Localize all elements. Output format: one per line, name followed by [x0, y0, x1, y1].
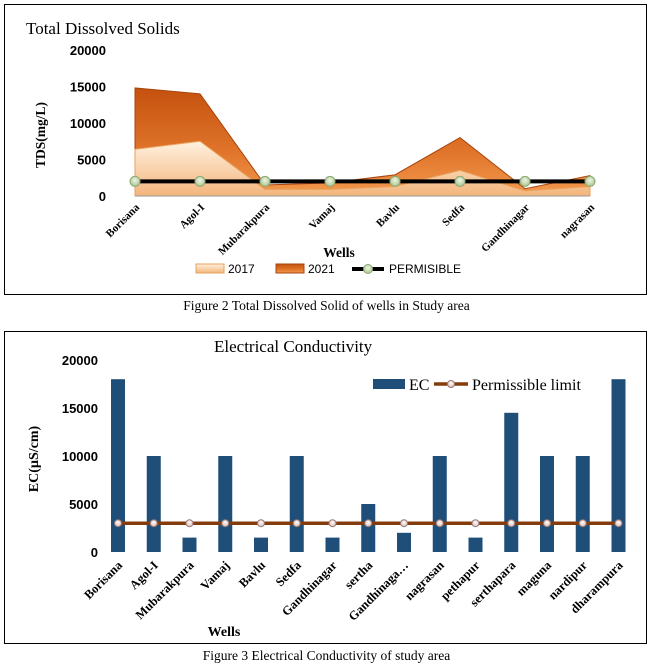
- figure-3-caption: Figure 3 Electrical Conductivity of stud…: [202, 648, 451, 663]
- ec-bar: [146, 456, 161, 552]
- tds-y-tick-label: 5000: [77, 153, 106, 168]
- ec-bar: [397, 532, 411, 552]
- legend-2021-label: 2021: [308, 262, 335, 276]
- permissible-limit-point: [400, 519, 408, 528]
- ec-bar: [361, 504, 376, 552]
- ec-bar: [468, 537, 483, 552]
- ec-x-axis-label: Wells: [208, 625, 241, 640]
- legend-2021-swatch: [275, 263, 305, 274]
- permissible-limit-point: [614, 519, 623, 528]
- ec-bar: [218, 456, 233, 552]
- ec-bar: [289, 456, 304, 552]
- ec-y-tick-label: 10000: [62, 449, 98, 464]
- ec-x-tick-label: Bavlu: [236, 558, 268, 590]
- ec-x-tick-label: sertha: [342, 558, 376, 592]
- permissible-limit-point: [435, 519, 444, 528]
- ec-y-tick-label: 20000: [62, 353, 98, 368]
- permissible-limit-point: [221, 519, 230, 528]
- legend-permissible-limit-label: Permissible limit: [472, 377, 581, 394]
- permissible-limit-point: [578, 519, 587, 528]
- permissible-point: [584, 175, 596, 187]
- tds-chart-frame: [4, 4, 647, 295]
- legend-permissible-marker: [363, 264, 373, 274]
- ec-y-tick-label: 5000: [69, 497, 98, 512]
- legend-ec-swatch: [373, 379, 405, 389]
- legend-ec-label: EC: [409, 377, 429, 394]
- permissible-limit-point: [543, 519, 551, 528]
- ec-bar: [540, 456, 554, 552]
- tds-y-axis-label: TDS(mg/L): [33, 102, 48, 168]
- ec-bar: [182, 537, 197, 552]
- permissible-point: [194, 175, 206, 187]
- ec-y-axis-label: EC(µS/cm): [27, 425, 42, 492]
- permissible-point: [519, 175, 531, 187]
- permissible-point: [129, 175, 141, 187]
- ec-x-tick-label: Vamaj: [198, 558, 233, 593]
- legend-2017-swatch: [195, 263, 225, 274]
- ec-x-tick-label: Agol-I: [127, 558, 161, 592]
- permissible-limit-point: [114, 519, 122, 528]
- permissible-limit-point: [364, 519, 373, 528]
- permissible-limit-point: [257, 519, 265, 528]
- permissible-point: [389, 175, 401, 187]
- permissible-limit-point: [507, 519, 516, 528]
- ec-chart-title: Electrical Conductivity: [214, 337, 373, 356]
- permissible-limit-point: [149, 519, 158, 528]
- tds-y-tick-label: 20000: [70, 43, 106, 58]
- ec-bar: [111, 379, 125, 552]
- tds-y-tick-label: 15000: [70, 80, 106, 95]
- tds-y-tick-label: 10000: [70, 116, 106, 131]
- ec-bar: [432, 456, 447, 552]
- permissible-point: [259, 175, 271, 187]
- permissible-limit-point: [328, 519, 337, 528]
- tds-chart-title: Total Dissolved Solids: [26, 19, 180, 38]
- figure-2-caption: Figure 2 Total Dissolved Solid of wells …: [183, 298, 470, 313]
- tds-x-axis-label: Wells: [323, 245, 355, 260]
- legend-permissible-limit-marker: [447, 380, 455, 388]
- ec-x-tick-label: Borisana: [81, 558, 125, 602]
- permissible-limit-point: [185, 519, 194, 528]
- permissible-limit-point: [292, 519, 301, 528]
- ec-bar: [575, 456, 590, 552]
- legend-permissible-label: PERMISIBLE: [389, 262, 461, 276]
- legend-2017-label: 2017: [228, 262, 255, 276]
- permissible-point: [454, 175, 466, 187]
- ec-x-tick-label: Sedfa: [273, 558, 305, 590]
- ec-bar: [611, 379, 626, 552]
- permissible-point: [324, 175, 336, 187]
- ec-bar: [325, 537, 340, 552]
- ec-y-tick-label: 15000: [62, 401, 98, 416]
- tds-y-tick-label: 0: [99, 189, 106, 204]
- ec-bar: [504, 412, 519, 552]
- permissible-limit-point: [471, 519, 480, 528]
- ec-y-tick-label: 0: [91, 545, 98, 560]
- ec-bar: [254, 537, 268, 552]
